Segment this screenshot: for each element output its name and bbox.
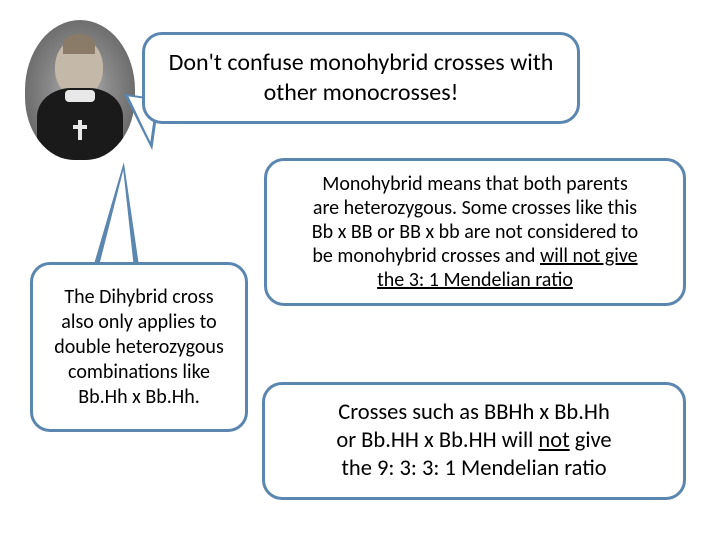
dihy-line1: The Dihybrid cross [64, 285, 213, 309]
monohybrid-bubble: Monohybrid means that both parents are h… [264, 158, 686, 306]
bottom-text: Crosses such as BBHh x Bb.Hh or Bb.HH x … [336, 399, 611, 483]
dihybrid-bubble-tail [92, 160, 148, 273]
dihy-line4: combinations like [68, 360, 210, 384]
bottom-line2-ul: not [538, 427, 569, 454]
bottom-bubble: Crosses such as BBHh x Bb.Hh or Bb.HH x … [262, 382, 686, 500]
bottom-line1: Crosses such as BBHh x Bb.Hh [338, 399, 610, 426]
dihy-line5: Bb.Hh x Bb.Hh. [78, 385, 200, 409]
monohybrid-text: Monohybrid means that both parents are h… [312, 172, 638, 292]
dihy-line2: also only applies to [61, 310, 216, 334]
bottom-line3: the 9: 3: 3: 1 Mendelian ratio [341, 455, 606, 482]
title-text: Don't confuse monohybrid crosses with ot… [169, 48, 554, 108]
cross-icon [73, 120, 87, 140]
mono-line3: Bb x BB or BB x bb are not considered to [312, 220, 638, 244]
dihybrid-bubble: The Dihybrid cross also only applies to … [30, 262, 248, 432]
dihybrid-text: The Dihybrid cross also only applies to … [54, 285, 224, 410]
mono-line1: Monohybrid means that both parents [322, 172, 628, 196]
title-line2: other monocrosses! [264, 78, 459, 107]
dihy-line3: double heterozygous [54, 335, 224, 359]
mono-line4-pre: be monohybrid crosses and [312, 244, 540, 268]
mono-line2: are heterozygous. Some crosses like this [313, 196, 637, 220]
bottom-line2-post: give [570, 427, 612, 454]
bottom-line2-pre: or Bb.HH x Bb.HH will [336, 427, 538, 454]
title-bubble: Don't confuse monohybrid crosses with ot… [142, 32, 580, 124]
mono-line5-ul: the 3: 1 Mendelian ratio [377, 268, 573, 292]
portrait-collar [65, 90, 95, 102]
mono-line4-ul: will not give [540, 244, 638, 268]
title-line1: Don't confuse monohybrid crosses with [169, 48, 554, 77]
